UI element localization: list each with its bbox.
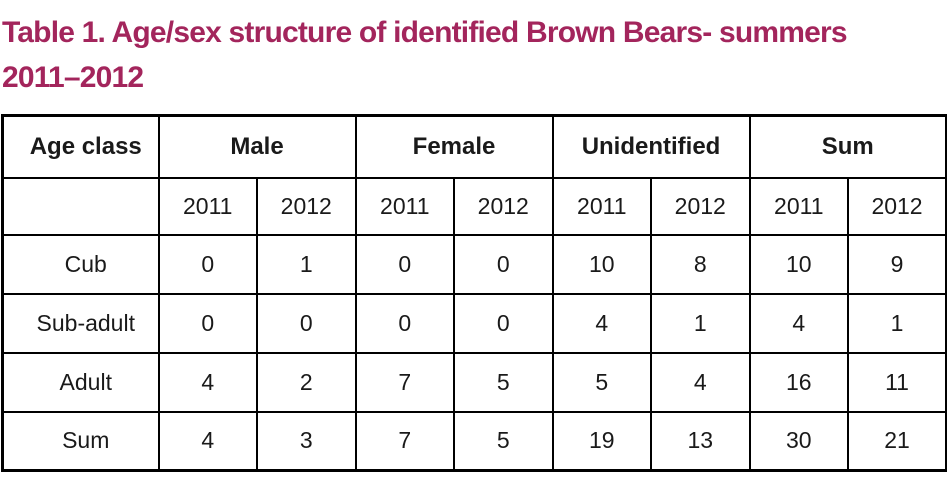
header-age-class: Age class [1, 114, 160, 179]
cell-sum-female-2011: 7 [354, 410, 456, 472]
year-header-sum-2011: 2011 [748, 176, 850, 236]
cell-cub-male-2012: 1 [256, 233, 357, 295]
table-row-sub-adult: Sub-adult 0 0 0 0 4 1 4 1 [1, 292, 947, 354]
year-row-empty-cell [1, 176, 160, 236]
year-header-female-2012: 2012 [453, 176, 554, 236]
header-group-female: Female [354, 114, 554, 179]
year-header-female-2011: 2011 [354, 176, 456, 236]
cell-sum-male-2011: 4 [157, 410, 258, 472]
cell-cub-sum-2012: 9 [847, 233, 947, 295]
cell-sum-unidentified-2012: 13 [650, 410, 751, 472]
row-label-adult: Adult [1, 351, 160, 413]
cell-sub-adult-male-2011: 0 [157, 292, 258, 354]
age-sex-structure-table: Age class Male Female Unidentified Sum 2… [1, 114, 947, 472]
cell-sub-adult-female-2012: 0 [453, 292, 554, 354]
table-row-adult: Adult 4 2 7 5 5 4 16 11 [1, 351, 947, 413]
year-header-unidentified-2011: 2011 [551, 176, 653, 236]
cell-sub-adult-unidentified-2011: 4 [551, 292, 653, 354]
cell-sum-female-2012: 5 [453, 410, 554, 472]
cell-adult-unidentified-2012: 4 [650, 351, 751, 413]
table-row-cub: Cub 0 1 0 0 10 8 10 9 [1, 233, 947, 295]
table-row-sum: Sum 4 3 7 5 19 13 30 21 [1, 410, 947, 472]
header-group-unidentified: Unidentified [551, 114, 751, 179]
row-label-sum: Sum [1, 410, 160, 472]
table-year-row: 2011 2012 2011 2012 2011 2012 2011 2012 [1, 176, 947, 236]
cell-adult-unidentified-2011: 5 [551, 351, 653, 413]
cell-cub-female-2011: 0 [354, 233, 456, 295]
cell-adult-female-2011: 7 [354, 351, 456, 413]
table-title-line1: Table 1. Age/sex structure of identified… [2, 16, 848, 49]
cell-cub-unidentified-2012: 8 [650, 233, 751, 295]
cell-adult-male-2011: 4 [157, 351, 258, 413]
cell-sub-adult-female-2011: 0 [354, 292, 456, 354]
table-title-line2: 2011–2012 [2, 61, 144, 94]
cell-sub-adult-unidentified-2012: 1 [650, 292, 751, 354]
cell-cub-female-2012: 0 [453, 233, 554, 295]
cell-sum-sum-2012: 21 [847, 410, 947, 472]
cell-cub-male-2011: 0 [157, 233, 258, 295]
cell-sum-male-2012: 3 [256, 410, 357, 472]
year-header-unidentified-2012: 2012 [650, 176, 751, 236]
cell-cub-sum-2011: 10 [748, 233, 850, 295]
table-title: Table 1. Age/sex structure of identified… [0, 0, 930, 100]
year-header-male-2011: 2011 [157, 176, 258, 236]
year-header-male-2012: 2012 [256, 176, 357, 236]
table-header-row: Age class Male Female Unidentified Sum [1, 114, 947, 179]
row-label-sub-adult: Sub-adult [1, 292, 160, 354]
cell-adult-male-2012: 2 [256, 351, 357, 413]
header-group-male: Male [157, 114, 357, 179]
cell-adult-female-2012: 5 [453, 351, 554, 413]
cell-sub-adult-male-2012: 0 [256, 292, 357, 354]
year-header-sum-2012: 2012 [847, 176, 947, 236]
cell-sub-adult-sum-2012: 1 [847, 292, 947, 354]
cell-cub-unidentified-2011: 10 [551, 233, 653, 295]
row-label-cub: Cub [1, 233, 160, 295]
cell-sum-sum-2011: 30 [748, 410, 850, 472]
cell-sub-adult-sum-2011: 4 [748, 292, 850, 354]
cell-sum-unidentified-2011: 19 [551, 410, 653, 472]
cell-adult-sum-2011: 16 [748, 351, 850, 413]
header-group-sum: Sum [748, 114, 947, 179]
cell-adult-sum-2012: 11 [847, 351, 947, 413]
